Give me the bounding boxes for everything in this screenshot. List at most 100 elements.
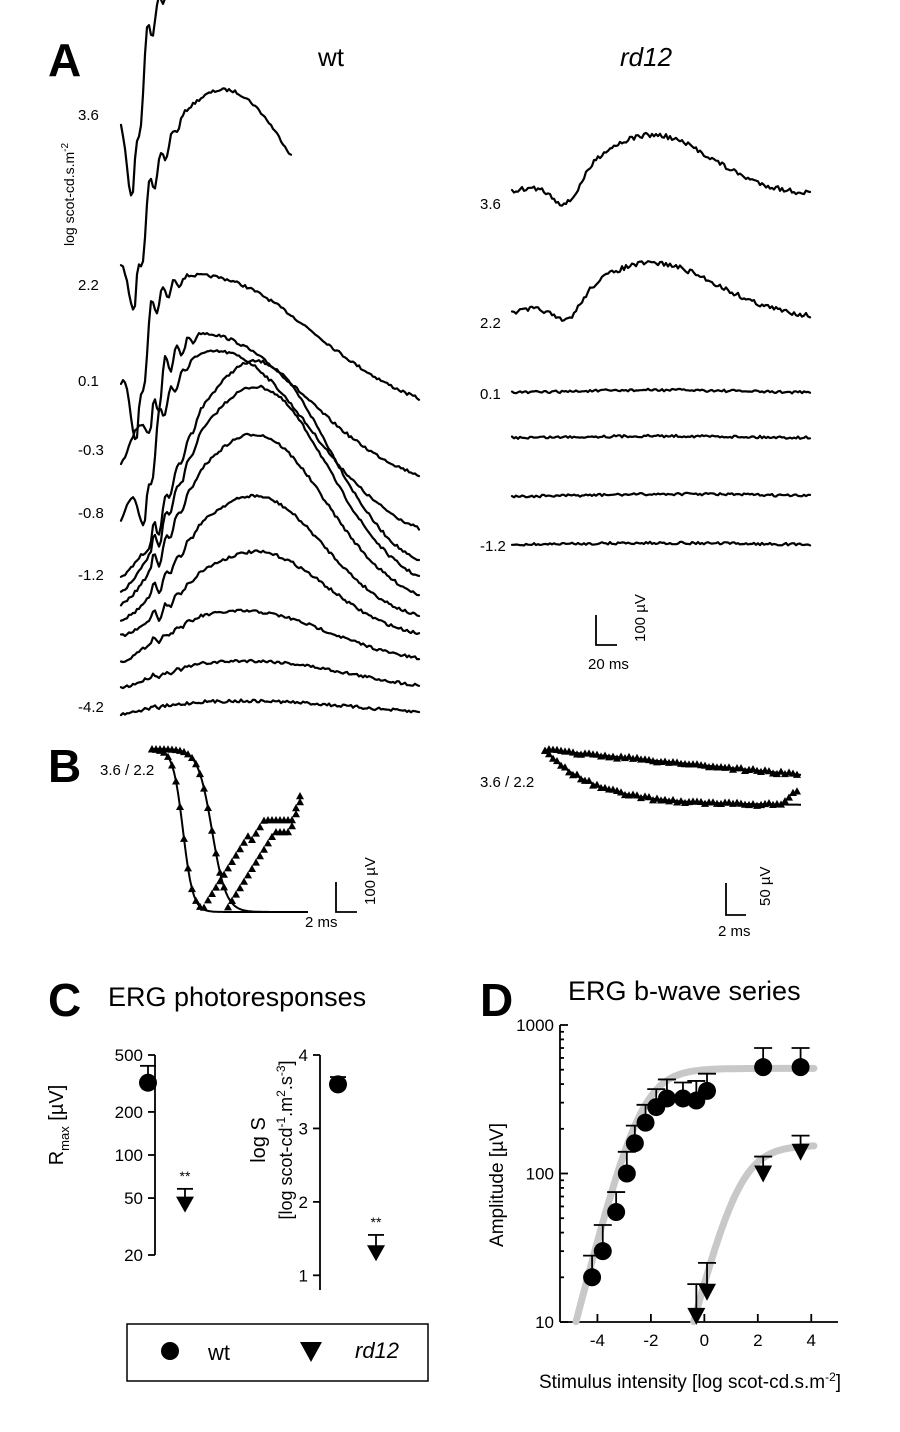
- d-point-rd12: [791, 1143, 810, 1161]
- unit-label-sup: -2: [60, 143, 71, 152]
- panel-b-wt-scalebar-voltage: 100 µV: [362, 857, 379, 905]
- trace-point: [196, 769, 204, 778]
- trace-point: [561, 763, 569, 771]
- trace-point: [248, 864, 256, 872]
- trace-point: [625, 752, 633, 760]
- trace-point: [569, 748, 577, 756]
- trace-point: [204, 803, 212, 812]
- chart-d: Amplitude [µV] Stimulus intensity [log s…: [487, 1016, 841, 1393]
- trace-point: [268, 832, 276, 840]
- wt-intensity-label: -0.3: [78, 442, 104, 459]
- trace-point: [653, 794, 661, 802]
- trace-point: [240, 877, 248, 885]
- panel-d: D ERG b-wave series Amplitude [µV] Stimu…: [480, 974, 841, 1393]
- trace-point: [184, 864, 192, 872]
- c-right-tick-label: 2: [299, 1193, 308, 1212]
- wt-trace: [119, 432, 421, 607]
- panel-b-letter: B: [48, 740, 81, 792]
- c-left-ylabel: Rmax [µV]: [46, 1085, 72, 1166]
- c-right-ylabel2: [log scot-cd-1.m2.s-3]: [274, 1060, 296, 1219]
- panel-d-title: ERG b-wave series: [568, 976, 801, 1006]
- panel-b-wt-scalebar: 100 µV 2 ms: [305, 857, 379, 931]
- trace-point: [192, 760, 200, 768]
- d-fit-rd12: [690, 1142, 818, 1326]
- trace-point: [172, 777, 180, 785]
- trace-point: [573, 770, 581, 778]
- d-x-tick-label: 4: [807, 1331, 816, 1350]
- trace-point: [553, 756, 561, 765]
- wt-intensity-label: -4.2: [78, 699, 104, 716]
- trace-point: [240, 838, 248, 846]
- d-point-wt: [698, 1081, 717, 1100]
- rd12-trace: [510, 260, 812, 322]
- rd12-traces: [510, 131, 812, 547]
- trace-point: [296, 792, 304, 800]
- trace-point: [212, 883, 220, 891]
- wt-intensity-labels: 3.6 2.2 0.1 -0.3 -0.8 -1.2 -4.2: [78, 107, 104, 716]
- trace-point: [192, 896, 200, 904]
- panel-a-rd12-label: rd12: [620, 42, 673, 72]
- rd12-intensity-label: 3.6: [480, 196, 501, 213]
- trace-point: [224, 903, 232, 911]
- d-y-tick-label: 100: [526, 1165, 554, 1184]
- trace-point: [777, 800, 785, 808]
- c-left-tick-label: 20: [124, 1246, 143, 1265]
- trace-point: [208, 889, 216, 897]
- panel-c-letter: C: [48, 974, 81, 1026]
- d-x-tick-label: 0: [700, 1331, 709, 1350]
- panel-b-wt-traces: [148, 745, 308, 913]
- rd12-trace: [510, 387, 812, 395]
- rd12-intensity-label: 2.2: [480, 315, 501, 332]
- trace-point: [208, 826, 216, 834]
- rd12-trace: [510, 433, 812, 440]
- trace-point: [613, 754, 621, 762]
- panel-a-scalebar-lines: [595, 615, 617, 646]
- trace-point: [244, 871, 252, 879]
- c-left-annotation: **: [180, 1168, 191, 1184]
- d-point-wt: [791, 1058, 810, 1077]
- c-left-ylabel-suffix: [µV]: [46, 1085, 68, 1127]
- wt-intensity-label: 2.2: [78, 277, 99, 294]
- trace-point: [697, 797, 705, 806]
- trace-point: [224, 864, 232, 872]
- legend-wt-label: wt: [207, 1340, 230, 1365]
- trace-point: [296, 798, 304, 806]
- wt-trace: [119, 549, 421, 638]
- wt-trace: [119, 358, 421, 578]
- panel-b-rd12-traces: [541, 745, 802, 809]
- d-fit-wt: [572, 1064, 818, 1326]
- trace-point: [264, 839, 272, 847]
- trace-point: [545, 750, 553, 758]
- d-point-rd12: [754, 1165, 773, 1183]
- c-right-ylabel2-sup1: -1: [274, 1117, 288, 1128]
- panel-d-letter: D: [480, 974, 513, 1026]
- wt-trace: [119, 658, 421, 690]
- d-point-wt: [754, 1058, 773, 1077]
- d-point-wt: [607, 1203, 626, 1222]
- c-right-tick-label: 4: [299, 1046, 308, 1065]
- wt-trace: [119, 0, 166, 197]
- wt-trace: [119, 272, 421, 441]
- wt-intensity-label: 3.6: [78, 107, 99, 124]
- trace-point: [725, 763, 733, 771]
- c-right-ylabel2-b: .m: [276, 1097, 296, 1117]
- d-xlabel-sup: -2: [825, 1370, 836, 1384]
- c-right-annotation: **: [371, 1214, 382, 1230]
- d-xlabel-main: Stimulus intensity [log scot-cd.s.m: [539, 1372, 825, 1393]
- trace-point: [228, 896, 236, 904]
- d-point-wt: [617, 1164, 636, 1183]
- d-y-tick-label: 10: [535, 1313, 554, 1332]
- legend: wt rd12: [126, 1323, 429, 1382]
- trace-point: [585, 776, 593, 784]
- trace-point: [288, 822, 296, 830]
- d-x-tick-label: -4: [590, 1331, 605, 1350]
- trace-point: [200, 784, 208, 792]
- trace-point: [168, 761, 176, 769]
- trace-point: [565, 768, 573, 776]
- d-point-rd12: [687, 1307, 706, 1325]
- legend-wt-marker: [161, 1342, 179, 1360]
- trace-point: [292, 804, 300, 812]
- trace-point: [244, 832, 252, 840]
- c-right-point-wt: [329, 1075, 347, 1094]
